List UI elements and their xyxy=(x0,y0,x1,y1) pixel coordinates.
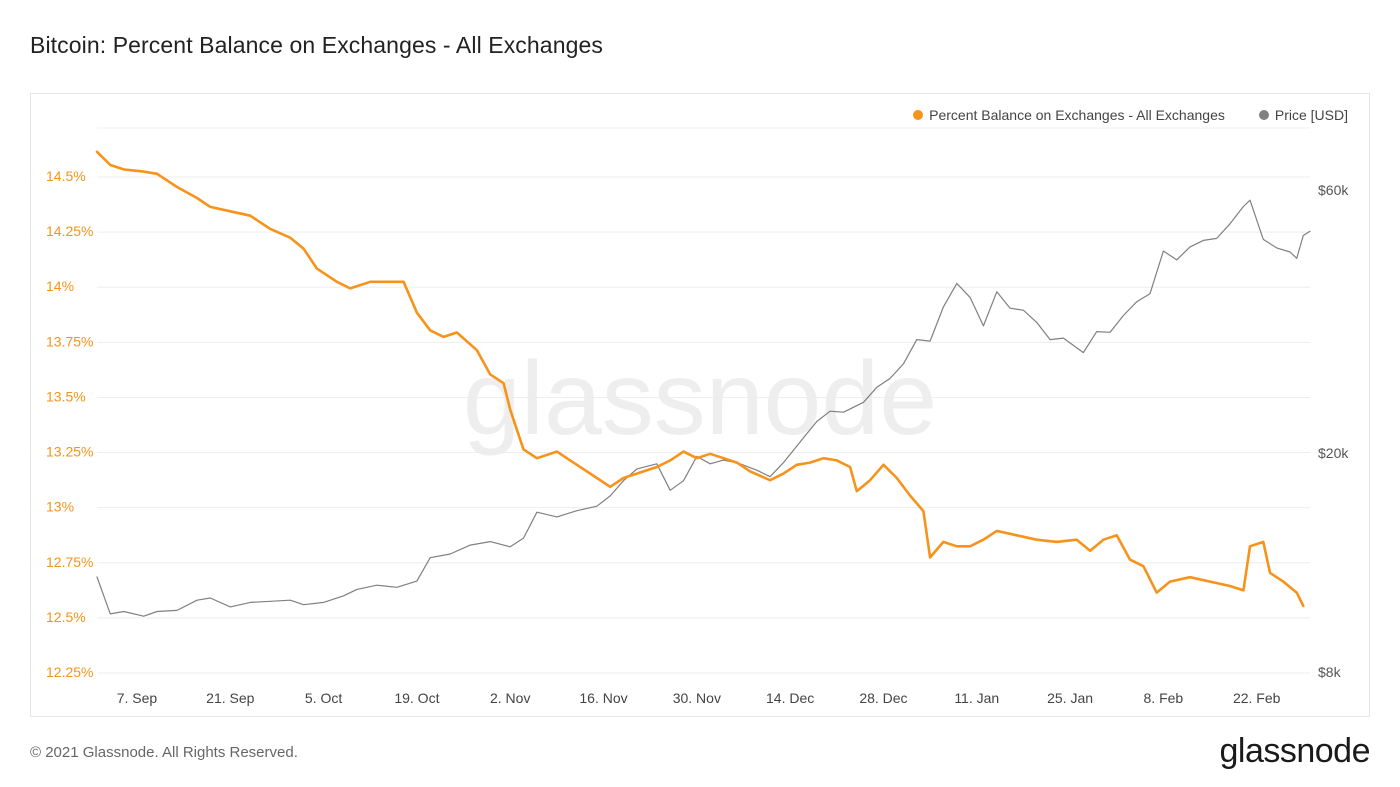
y-left-tick-label: 12.75% xyxy=(46,554,93,570)
series-line-price xyxy=(96,199,1311,617)
legend-dot-orange xyxy=(913,110,924,120)
x-tick-label: 7. Sep xyxy=(117,690,158,706)
y-right-tick-label: $8k xyxy=(1318,664,1342,680)
chart-frame xyxy=(30,93,1370,717)
y-left-tick-label: 12.5% xyxy=(46,609,86,625)
y-right-tick-label: $60k xyxy=(1318,182,1349,198)
grid-layer xyxy=(97,127,1310,674)
legend-label: Percent Balance on Exchanges - All Excha… xyxy=(929,107,1225,123)
y-left-tick-label: 13.75% xyxy=(46,333,93,349)
x-tick-label: 2. Nov xyxy=(490,690,530,706)
y-left-tick-label: 14.25% xyxy=(46,223,93,239)
legend-item-exchange-balance[interactable]: Percent Balance on Exchanges - All Excha… xyxy=(913,107,1225,123)
copyright-text: © 2021 Glassnode. All Rights Reserved. xyxy=(30,744,298,761)
legend: Percent Balance on Exchanges - All Excha… xyxy=(913,107,1348,123)
x-tick-label: 30. Nov xyxy=(673,690,721,706)
watermark: glassnode xyxy=(463,341,937,457)
x-tick-label: 19. Oct xyxy=(394,690,439,706)
glassnode-logo: glassnode xyxy=(1219,732,1370,770)
legend-item-price[interactable]: Price [USD] xyxy=(1258,107,1348,123)
y-left-tick-label: 12.25% xyxy=(46,664,93,680)
y-axis-left: 12.25% 12.5% 12.75% 13% 13.25% 13.5% 13.75% 14%… xyxy=(46,168,93,680)
y-left-tick-label: 13.5% xyxy=(46,388,86,404)
x-tick-label: 21. Sep xyxy=(206,690,254,706)
series-layer xyxy=(95,150,1311,617)
x-tick-label: 28. Dec xyxy=(859,690,907,706)
y-right-tick-label: $20k xyxy=(1318,445,1349,461)
legend-dot-gray xyxy=(1258,110,1269,120)
x-tick-label: 8. Feb xyxy=(1144,690,1184,706)
series-line-exchange-balance xyxy=(95,150,1305,608)
x-tick-label: 22. Feb xyxy=(1233,690,1281,706)
x-tick-label: 5. Oct xyxy=(305,690,342,706)
legend-label: Price [USD] xyxy=(1274,107,1348,123)
page-title: Bitcoin: Percent Balance on Exchanges - … xyxy=(30,32,603,58)
y-left-tick-label: 13.25% xyxy=(46,444,93,460)
y-left-tick-label: 14.5% xyxy=(46,168,86,184)
y-axis-right: $8k $20k $60k xyxy=(1318,182,1349,680)
x-tick-label: 25. Jan xyxy=(1047,690,1093,706)
x-tick-label: 11. Jan xyxy=(954,690,999,706)
x-tick-label: 14. Dec xyxy=(766,690,814,706)
y-left-tick-label: 13% xyxy=(46,499,74,515)
x-tick-label: 16. Nov xyxy=(579,690,627,706)
x-axis: 7. Sep 21. Sep 5. Oct 19. Oct 2. Nov 16. Nov 3… xyxy=(117,690,1281,706)
y-left-tick-label: 14% xyxy=(46,278,74,294)
